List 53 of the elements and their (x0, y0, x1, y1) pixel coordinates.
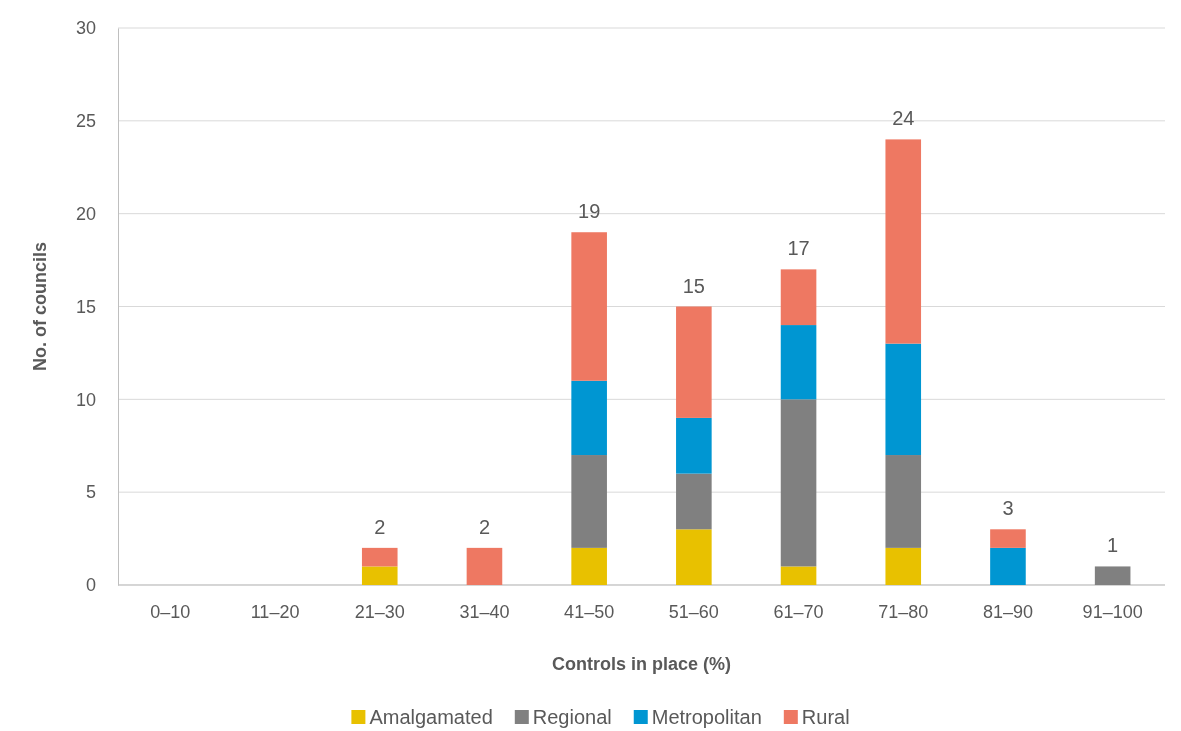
bar (1094, 566, 1131, 585)
y-tick-label: 0 (85, 575, 96, 596)
legend-label: Regional (532, 706, 612, 728)
y-axis-title: No. of councils (30, 241, 50, 372)
x-tick-label: 31–40 (459, 601, 510, 622)
bar (780, 269, 817, 326)
bar (780, 399, 817, 567)
bar (466, 547, 503, 585)
x-tick-label: 0–10 (150, 601, 191, 622)
bar (780, 566, 817, 585)
y-tick-label: 30 (75, 18, 96, 39)
bar (571, 380, 607, 456)
x-tick-label: 71–80 (878, 601, 929, 622)
y-tick-label: 25 (75, 111, 96, 132)
bar (885, 547, 922, 585)
total-label: 19 (578, 200, 601, 223)
x-tick-label: 91–100 (1082, 601, 1143, 622)
bar (990, 547, 1026, 585)
total-label: 24 (892, 107, 915, 130)
total-label: 2 (478, 515, 491, 538)
y-tick-label: 10 (75, 389, 96, 410)
total-label: 15 (682, 274, 705, 297)
bar (571, 455, 607, 548)
total-label: 1 (1107, 534, 1119, 557)
y-tick-label: 5 (85, 482, 96, 503)
bar (676, 529, 712, 585)
x-tick-label: 41–50 (564, 601, 615, 622)
bar (571, 547, 607, 585)
total-label: 17 (787, 237, 810, 260)
bar (885, 455, 922, 548)
x-tick-label: 11–20 (250, 601, 300, 622)
y-tick-label: 20 (75, 203, 96, 224)
bar (676, 306, 712, 418)
bar (990, 529, 1026, 548)
bar (885, 139, 922, 344)
bar (361, 547, 398, 567)
x-tick-label: 81–90 (982, 601, 1033, 622)
total-label: 3 (1002, 497, 1014, 520)
bar (780, 325, 817, 400)
bar (885, 343, 922, 456)
x-tick-label: 21–30 (354, 601, 405, 622)
legend-label: Amalgamated (369, 706, 493, 728)
legend-label: Rural (801, 706, 850, 728)
bar (676, 473, 712, 530)
bar (361, 566, 398, 585)
x-axis-title: Controls in place (%) (551, 654, 732, 674)
x-tick-label: 61–70 (773, 601, 824, 622)
y-tick-label: 15 (75, 296, 96, 317)
x-tick-label: 51–60 (668, 601, 719, 622)
bar (571, 232, 607, 381)
bar (676, 417, 712, 474)
total-label: 2 (374, 515, 386, 538)
legend-label: Metropolitan (651, 706, 762, 728)
